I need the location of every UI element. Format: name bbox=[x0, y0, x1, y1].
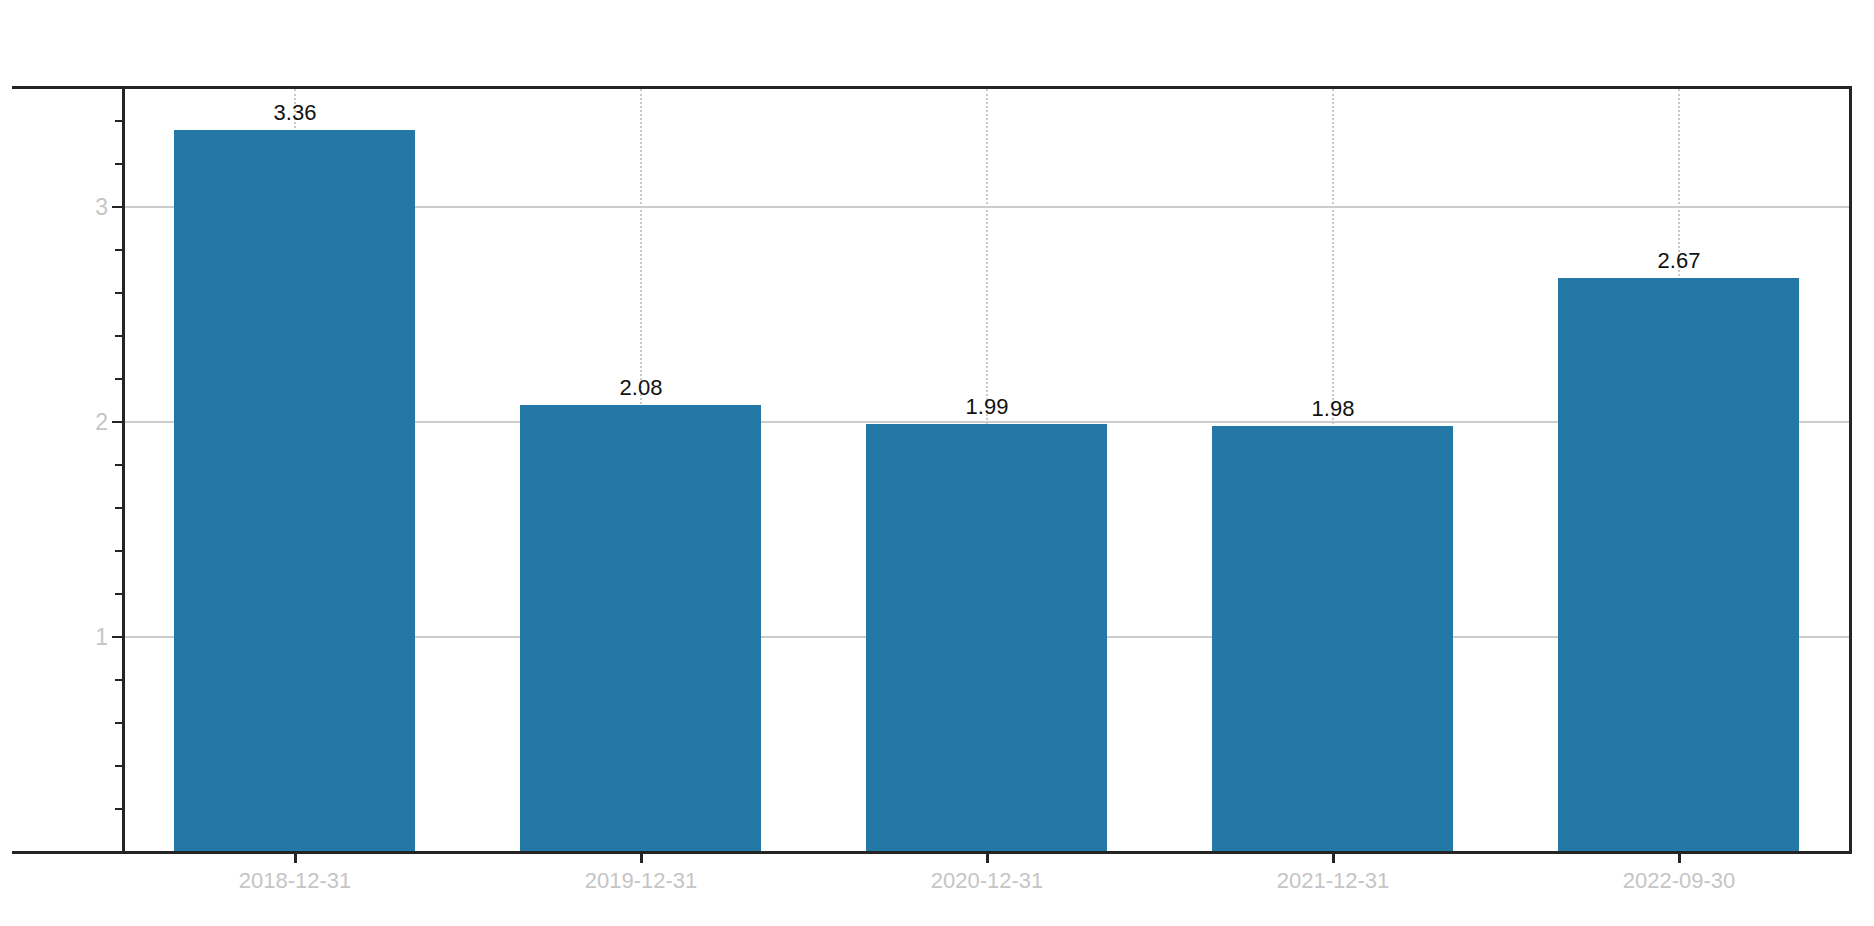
y-axis-major-tick bbox=[112, 851, 122, 853]
y-axis-minor-tick bbox=[115, 550, 122, 552]
bar-value-label: 1.99 bbox=[927, 396, 1047, 418]
y-axis-minor-tick bbox=[115, 378, 122, 380]
y-axis-major-tick bbox=[112, 636, 122, 638]
x-axis-tick-label: 2019-12-31 bbox=[531, 870, 751, 892]
y-axis-minor-tick bbox=[115, 765, 122, 767]
bar bbox=[866, 424, 1107, 852]
bar-value-label: 1.98 bbox=[1273, 398, 1393, 420]
y-axis-minor-tick bbox=[115, 722, 122, 724]
x-axis-tick-label: 2018-12-31 bbox=[185, 870, 405, 892]
y-axis-major-tick bbox=[112, 421, 122, 423]
bar-value-label: 2.08 bbox=[581, 377, 701, 399]
x-axis-tick bbox=[640, 853, 643, 863]
x-axis-tick bbox=[1332, 853, 1335, 863]
y-axis-minor-tick bbox=[115, 507, 122, 509]
bar-chart: 1 2 3 3.36 2018-12-31 2.08 2019-12-31 1.99 2020-… bbox=[0, 0, 1874, 926]
bottom-spine bbox=[12, 851, 1852, 854]
x-axis-tick-label: 2021-12-31 bbox=[1223, 870, 1443, 892]
bar bbox=[520, 405, 761, 852]
y-axis-minor-tick bbox=[115, 808, 122, 810]
y-axis-minor-tick bbox=[115, 163, 122, 165]
y-axis-minor-tick bbox=[115, 249, 122, 251]
bar-value-label: 3.36 bbox=[235, 102, 355, 124]
x-axis-tick bbox=[1678, 853, 1681, 863]
right-spine bbox=[1849, 86, 1852, 854]
x-axis-tick bbox=[986, 853, 989, 863]
y-axis-minor-tick bbox=[115, 335, 122, 337]
left-spine bbox=[122, 86, 125, 854]
y-axis-major-tick bbox=[112, 206, 122, 208]
x-axis-tick bbox=[294, 853, 297, 863]
x-axis-tick-label: 2022-09-30 bbox=[1569, 870, 1789, 892]
bar bbox=[1558, 278, 1799, 852]
bar bbox=[1212, 426, 1453, 852]
y-axis-minor-tick bbox=[115, 593, 122, 595]
top-spine bbox=[12, 86, 1852, 89]
y-axis-minor-tick bbox=[115, 120, 122, 122]
y-axis-tick-label: 3 bbox=[48, 196, 108, 219]
y-axis-minor-tick bbox=[115, 464, 122, 466]
x-axis-tick-label: 2020-12-31 bbox=[877, 870, 1097, 892]
bar bbox=[174, 130, 415, 852]
bar-value-label: 2.67 bbox=[1619, 250, 1739, 272]
y-axis-tick-label: 2 bbox=[48, 411, 108, 434]
y-axis-tick-label: 1 bbox=[48, 626, 108, 649]
y-axis-minor-tick bbox=[115, 292, 122, 294]
y-axis-minor-tick bbox=[115, 679, 122, 681]
